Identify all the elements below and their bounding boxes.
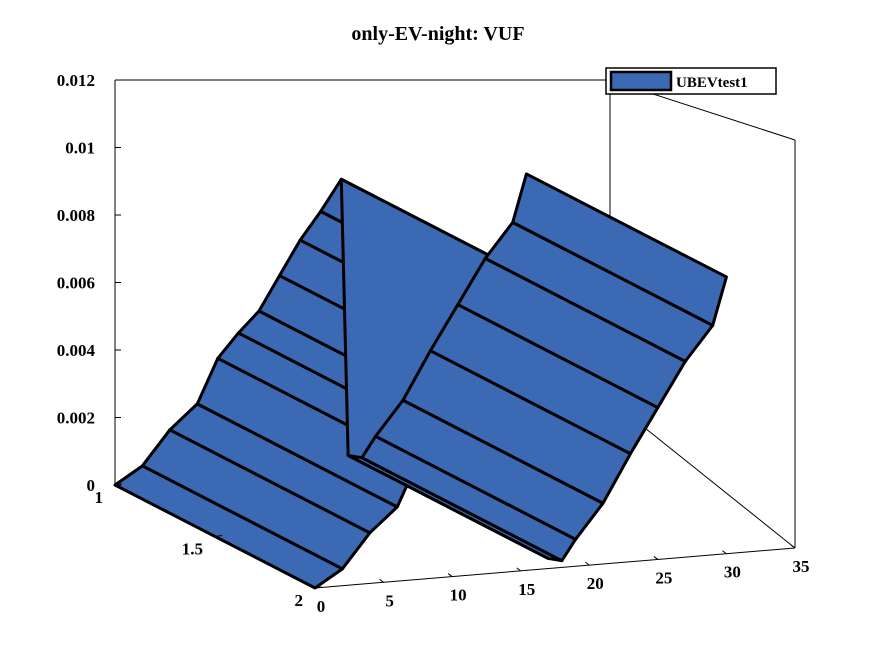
y-tick-mark: [214, 535, 223, 537]
x-tick-label: 25: [655, 568, 672, 587]
x-tick-mark: [447, 573, 453, 577]
y-tick-label: 1: [95, 488, 104, 507]
z-tick-label: 0.008: [57, 206, 95, 225]
x-axis-line: [314, 547, 796, 589]
x-tick-mark: [790, 544, 796, 549]
y-tick-label: 2: [295, 591, 304, 610]
x-tick-label: 30: [724, 563, 741, 582]
x-tick-mark: [722, 550, 727, 555]
y-tick-mark: [314, 586, 323, 589]
z-tick-label: 0.006: [57, 274, 95, 293]
chart-title: only-EV-night: VUF: [351, 23, 524, 45]
z-tick-label: 0.012: [57, 71, 95, 90]
x-axis-ticks: 0 5 10 15 20 25 30 35: [310, 544, 810, 616]
z-tick-label: 0.002: [57, 409, 95, 428]
x-tick-mark: [516, 567, 522, 572]
x-tick-mark: [379, 578, 384, 583]
x-tick-label: 20: [587, 574, 604, 593]
x-tick-mark: [584, 561, 590, 566]
x-tick-label: 5: [385, 591, 394, 610]
z-tick-label: 0.004: [57, 341, 96, 360]
y-tick-mark: [114, 483, 123, 486]
legend-label: UBEVtest1: [676, 75, 748, 91]
surface-panel: [511, 172, 728, 327]
z-axis-ticks: 0 0.002 0.004 0.006 0.008 0.01 0.012: [57, 71, 121, 495]
y-axis-ticks: 11.52: [95, 483, 323, 610]
x-tick-mark: [310, 584, 316, 589]
x-tick-label: 10: [450, 586, 467, 605]
x-tick-label: 35: [793, 557, 810, 576]
z-tick-label: 0.01: [65, 139, 95, 158]
legend-swatch: [609, 70, 673, 92]
vuf-surface: [113, 172, 728, 590]
x-tick-label: 15: [518, 580, 535, 599]
z-tick-label: 0: [87, 476, 96, 495]
x-tick-label: 0: [317, 597, 326, 616]
y-tick-label: 1.5: [182, 540, 203, 559]
x-tick-mark: [653, 556, 659, 560]
legend: UBEVtest1: [605, 67, 777, 95]
